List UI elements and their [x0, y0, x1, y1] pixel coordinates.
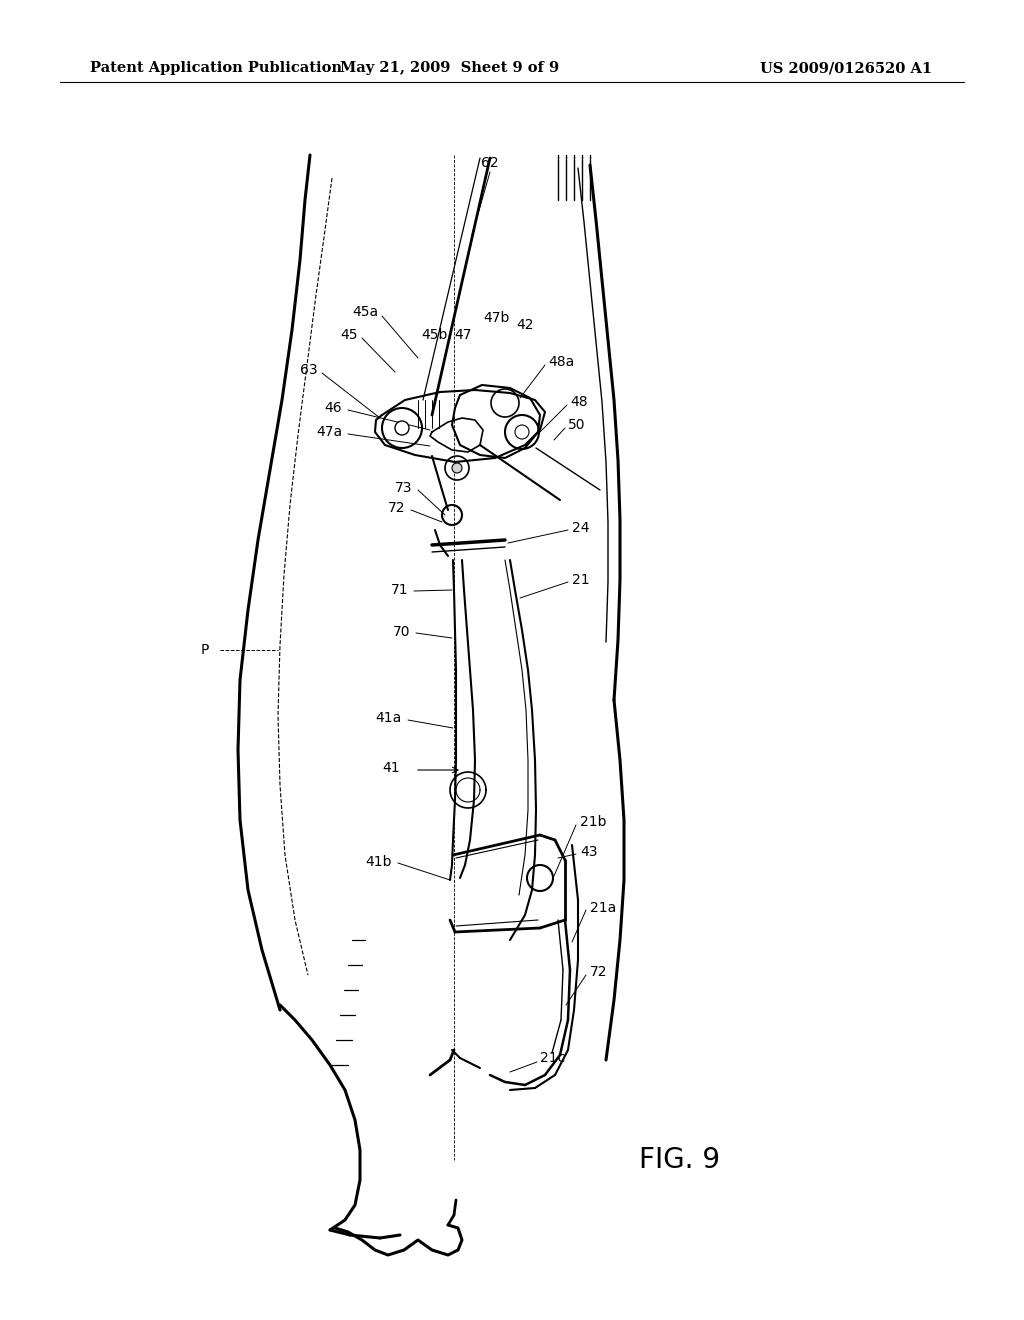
Text: 50: 50 — [568, 418, 586, 432]
Text: 63: 63 — [300, 363, 318, 378]
Text: 46: 46 — [325, 401, 342, 414]
Text: 21: 21 — [572, 573, 590, 587]
Text: 48a: 48a — [548, 355, 574, 370]
Text: 21b: 21b — [580, 814, 606, 829]
Text: 21a: 21a — [590, 902, 616, 915]
Text: 71: 71 — [390, 583, 408, 597]
Text: 41a: 41a — [376, 711, 402, 725]
Text: Patent Application Publication: Patent Application Publication — [90, 61, 342, 75]
Text: 41b: 41b — [366, 855, 392, 869]
Text: FIG. 9: FIG. 9 — [639, 1146, 721, 1173]
Text: May 21, 2009  Sheet 9 of 9: May 21, 2009 Sheet 9 of 9 — [340, 61, 559, 75]
Text: 45: 45 — [341, 327, 358, 342]
Circle shape — [452, 463, 462, 473]
Text: 72: 72 — [387, 502, 406, 515]
Text: 21c: 21c — [540, 1051, 565, 1065]
Text: US 2009/0126520 A1: US 2009/0126520 A1 — [760, 61, 932, 75]
Text: 42: 42 — [516, 318, 534, 333]
Text: 48: 48 — [570, 395, 588, 409]
Text: 43: 43 — [580, 845, 597, 859]
Text: 24: 24 — [572, 521, 590, 535]
Text: 47a: 47a — [315, 425, 342, 440]
Text: 70: 70 — [392, 624, 410, 639]
Text: 47: 47 — [455, 327, 472, 342]
Text: 62: 62 — [481, 156, 499, 170]
Circle shape — [395, 421, 409, 436]
Text: 45b: 45b — [422, 327, 449, 342]
Text: 47b: 47b — [482, 312, 509, 325]
Text: 72: 72 — [590, 965, 607, 979]
Text: P: P — [201, 643, 209, 657]
Text: 45a: 45a — [352, 305, 378, 319]
Text: 73: 73 — [394, 480, 412, 495]
Text: 41: 41 — [382, 762, 400, 775]
